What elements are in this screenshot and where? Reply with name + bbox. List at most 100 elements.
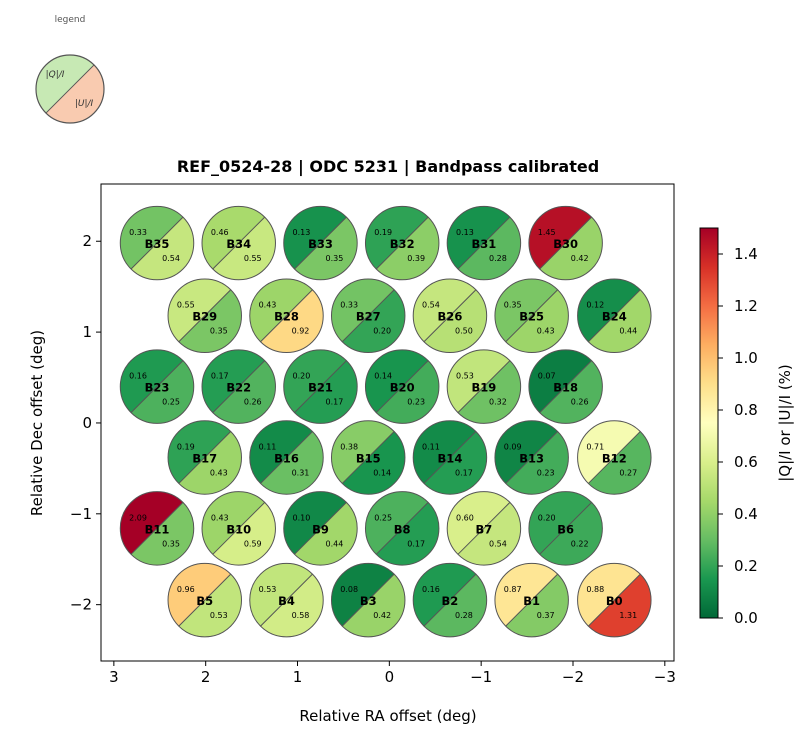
beam-divider bbox=[178, 573, 232, 627]
beam-outline bbox=[167, 278, 242, 353]
colorbar-tick-label: 1.0 bbox=[734, 349, 758, 367]
beam-q-half bbox=[120, 349, 183, 413]
beam-q-value: 0.17 bbox=[211, 372, 229, 381]
beam-divider bbox=[294, 360, 347, 413]
beam-q-half bbox=[577, 279, 641, 342]
beam-divider bbox=[587, 573, 641, 627]
beam-u-value: 0.44 bbox=[326, 539, 344, 548]
beam-u-half bbox=[342, 431, 405, 495]
beam-outline bbox=[577, 562, 652, 638]
beam-u-value: 0.28 bbox=[489, 254, 507, 263]
beam-u-value: 0.23 bbox=[407, 398, 425, 407]
beam-q-half bbox=[283, 491, 347, 555]
beam-q-value: 1.45 bbox=[538, 228, 556, 237]
beam-q-value: 0.13 bbox=[456, 228, 474, 237]
beam-q-value: 0.35 bbox=[504, 301, 522, 310]
beam-q-value: 0.87 bbox=[504, 585, 522, 594]
beam-label: B28 bbox=[274, 310, 299, 324]
beam-outline bbox=[412, 420, 488, 495]
beam-u-half bbox=[588, 431, 652, 495]
beam-outline bbox=[283, 205, 358, 281]
beam-label: B15 bbox=[356, 451, 381, 465]
beam-divider bbox=[260, 289, 313, 343]
colorbar-gradient bbox=[699, 227, 719, 619]
beam-outline bbox=[119, 205, 195, 281]
beam-outline bbox=[330, 420, 406, 495]
beam-outline bbox=[412, 562, 488, 638]
colorbar-tick-label: 0.4 bbox=[734, 505, 758, 523]
colorbar-tick-label: 0.8 bbox=[734, 401, 758, 419]
beam-q-value: 0.20 bbox=[538, 513, 556, 522]
beam-u-half bbox=[294, 217, 358, 280]
beam-divider bbox=[130, 216, 184, 270]
beam-label: B4 bbox=[278, 594, 295, 608]
beam-outline bbox=[446, 491, 522, 566]
beam-u-half bbox=[260, 431, 324, 495]
beam-u-half bbox=[457, 502, 521, 566]
beam-label: B26 bbox=[438, 310, 463, 324]
beam-divider bbox=[505, 289, 558, 343]
beam-divider bbox=[539, 502, 592, 555]
beam-label: B22 bbox=[226, 381, 251, 395]
beam-label: B5 bbox=[196, 594, 213, 608]
beam-label: B21 bbox=[308, 381, 333, 395]
beam-q-value: 0.43 bbox=[211, 513, 229, 522]
beam-q-half bbox=[577, 563, 641, 627]
beam-q-value: 0.10 bbox=[293, 513, 311, 522]
beam-q-half bbox=[202, 349, 265, 413]
beam-u-half bbox=[131, 360, 194, 424]
beam-u-half bbox=[178, 431, 242, 495]
beam-divider bbox=[294, 502, 347, 555]
beam-u-value: 0.17 bbox=[407, 539, 425, 548]
beam-q-value: 0.13 bbox=[293, 228, 311, 237]
beam-divider bbox=[178, 289, 232, 343]
beam-divider bbox=[375, 360, 429, 413]
beam-u-value: 0.22 bbox=[571, 539, 589, 548]
x-tick-label: 0 bbox=[385, 668, 395, 686]
beam-outline bbox=[119, 491, 195, 566]
x-tick-label: −2 bbox=[562, 668, 584, 686]
beam-q-value: 0.12 bbox=[586, 301, 604, 310]
beam-divider bbox=[341, 289, 395, 343]
beam-outline bbox=[201, 349, 276, 424]
beam-label: B14 bbox=[438, 451, 463, 465]
beam-u-half bbox=[505, 289, 569, 353]
beam-u-value: 0.32 bbox=[489, 398, 507, 407]
beam-label: B16 bbox=[274, 451, 299, 465]
beam-label: B23 bbox=[145, 381, 170, 395]
beam-u-half bbox=[457, 360, 521, 424]
beam-label: B33 bbox=[308, 237, 333, 251]
beam-q-value: 0.53 bbox=[456, 372, 474, 381]
beam-outline bbox=[249, 278, 324, 353]
colorbar-tick-label: 1.2 bbox=[734, 297, 758, 315]
beam-q-value: 0.20 bbox=[293, 372, 311, 381]
x-tick-label: −1 bbox=[470, 668, 492, 686]
beam-q-value: 0.07 bbox=[538, 372, 556, 381]
beam-q-value: 0.14 bbox=[374, 372, 392, 381]
beam-u-value: 0.26 bbox=[571, 398, 589, 407]
beam-outline bbox=[249, 420, 324, 495]
beam-outline bbox=[201, 205, 276, 281]
y-tick-label: 1 bbox=[82, 323, 92, 341]
beam-label: B12 bbox=[602, 451, 627, 465]
beam-q-half bbox=[365, 349, 429, 413]
beam-u-value: 0.55 bbox=[244, 254, 262, 263]
beam-q-half bbox=[331, 279, 395, 342]
beam-q-half bbox=[494, 420, 558, 484]
beam-u-half bbox=[294, 360, 358, 424]
